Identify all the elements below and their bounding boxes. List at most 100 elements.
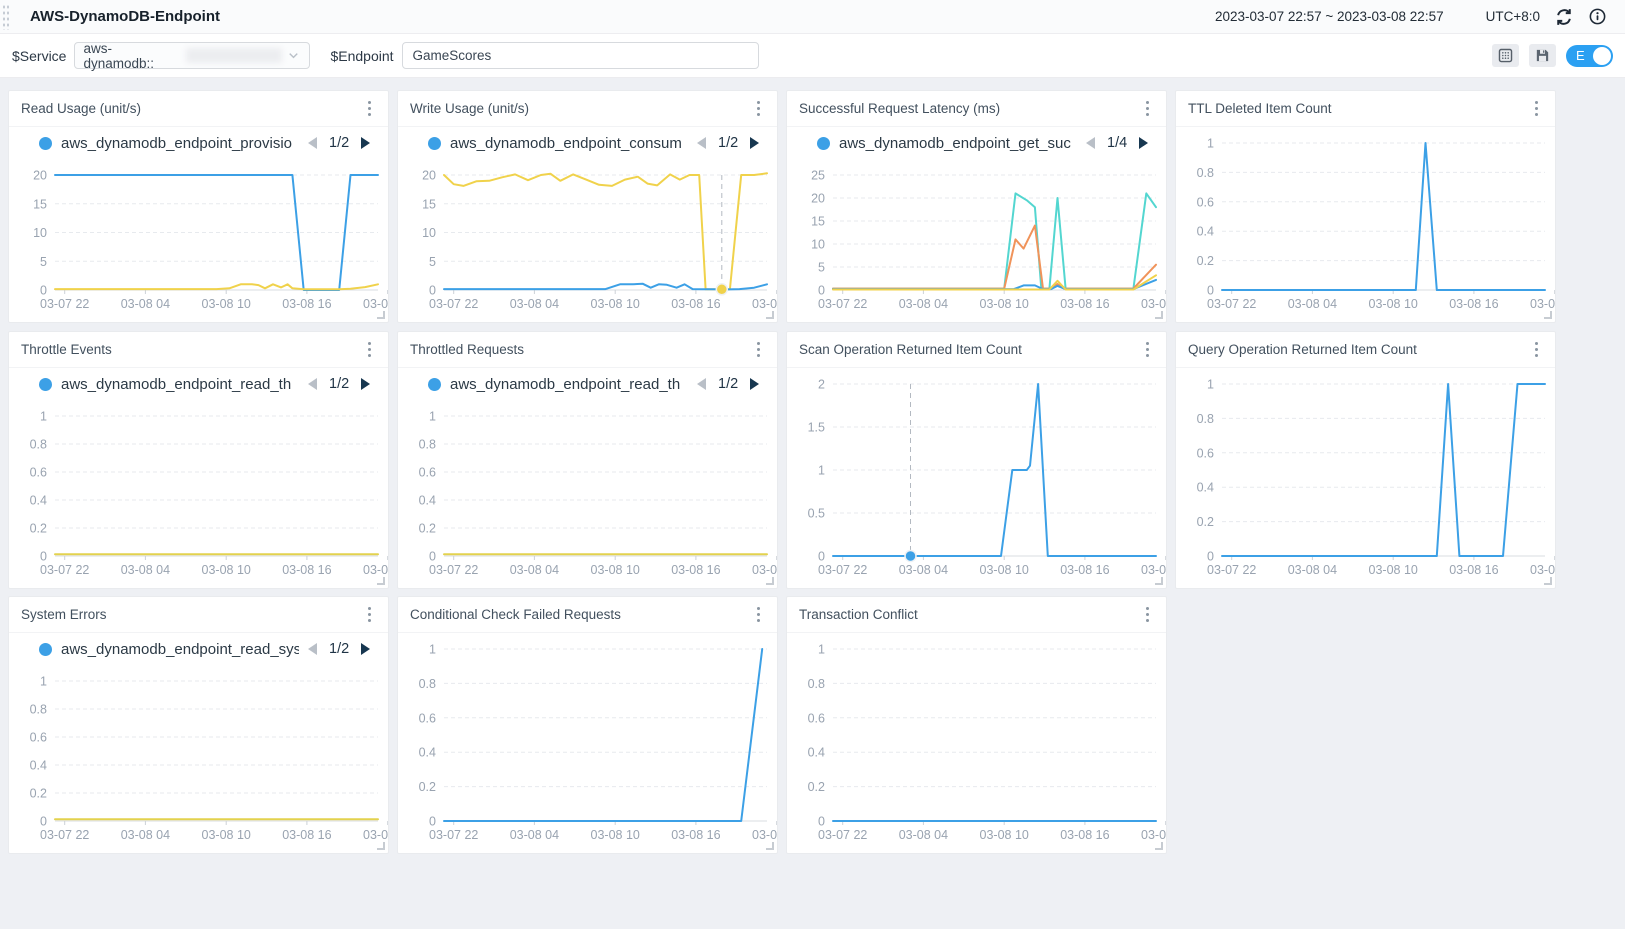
series-color-dot[interactable] bbox=[39, 377, 52, 391]
legend-prev-icon[interactable] bbox=[697, 137, 706, 149]
panel-legend: aws_dynamodb_endpoint_read_sys 1/2 bbox=[9, 633, 388, 665]
legend-next-icon[interactable] bbox=[361, 378, 371, 390]
timezone[interactable]: UTC+8:0 bbox=[1485, 9, 1540, 24]
svg-text:1.5: 1.5 bbox=[808, 421, 825, 435]
series-name[interactable]: aws_dynamodb_endpoint_get_suc bbox=[839, 134, 1071, 152]
svg-text:03-08 10: 03-08 10 bbox=[202, 828, 251, 842]
legend-prev-icon[interactable] bbox=[308, 137, 317, 149]
panel-resize-handle[interactable] bbox=[1544, 577, 1552, 585]
series-color-dot[interactable] bbox=[39, 136, 52, 150]
line-chart[interactable]: 0 5 10 15 20 25 03-07 22 03-08 04 03-08 10 03-08 … bbox=[787, 159, 1167, 323]
series-name[interactable]: aws_dynamodb_endpoint_read_th bbox=[61, 375, 292, 393]
legend-prev-icon[interactable] bbox=[308, 643, 317, 655]
svg-text:2: 2 bbox=[818, 378, 825, 392]
svg-text:0: 0 bbox=[818, 284, 825, 298]
panel-resize-handle[interactable] bbox=[1155, 577, 1163, 585]
panel-menu-kebab-icon[interactable] bbox=[752, 602, 765, 627]
line-chart[interactable]: 0 0.5 1 1.5 2 03-07 22 03-08 04 03-08 10 03-08 1… bbox=[787, 368, 1167, 589]
panel-resize-handle[interactable] bbox=[766, 577, 774, 585]
info-icon[interactable] bbox=[1588, 7, 1607, 26]
chart-panel: Write Usage (unit/s) aws_dynamodb_endpoi… bbox=[397, 90, 778, 323]
svg-text:03-08 04: 03-08 04 bbox=[510, 828, 559, 842]
panel-resize-handle[interactable] bbox=[766, 311, 774, 319]
time-range[interactable]: 2023-03-07 22:57 ~ 2023-03-08 22:57 bbox=[1215, 9, 1444, 24]
svg-text:5: 5 bbox=[40, 255, 47, 269]
svg-text:03-08 16: 03-08 16 bbox=[1449, 297, 1498, 311]
panel-resize-handle[interactable] bbox=[766, 842, 774, 850]
edit-mode-toggle[interactable]: E bbox=[1566, 44, 1613, 67]
legend-next-icon[interactable] bbox=[361, 137, 371, 149]
svg-text:10: 10 bbox=[33, 226, 47, 240]
redacted-value bbox=[186, 48, 283, 63]
svg-text:1: 1 bbox=[1207, 378, 1214, 392]
svg-text:0.8: 0.8 bbox=[1197, 412, 1214, 426]
panel-menu-kebab-icon[interactable] bbox=[1530, 337, 1543, 362]
endpoint-input[interactable]: GameScores bbox=[401, 42, 759, 69]
grid-view-button[interactable] bbox=[1492, 44, 1519, 67]
panel-menu-kebab-icon[interactable] bbox=[1141, 602, 1154, 627]
panel-resize-handle[interactable] bbox=[1544, 311, 1552, 319]
panel-menu-kebab-icon[interactable] bbox=[752, 337, 765, 362]
svg-text:0.6: 0.6 bbox=[1197, 446, 1214, 460]
legend-prev-icon[interactable] bbox=[1086, 137, 1095, 149]
panel-menu-kebab-icon[interactable] bbox=[1141, 96, 1154, 121]
panel-menu-kebab-icon[interactable] bbox=[1141, 337, 1154, 362]
panel-resize-handle[interactable] bbox=[377, 842, 385, 850]
panel-menu-kebab-icon[interactable] bbox=[1530, 96, 1543, 121]
legend-page-indicator: 1/4 bbox=[1107, 135, 1128, 151]
line-chart[interactable]: 0 0.2 0.4 0.6 0.8 1 03-07 22 03-08 04 03-08 10 03… bbox=[1176, 368, 1556, 589]
svg-text:0.4: 0.4 bbox=[30, 494, 47, 508]
line-chart[interactable]: 0 0.2 0.4 0.6 0.8 1 03-07 22 03-08 04 03-08 10 03… bbox=[9, 400, 389, 589]
legend-prev-icon[interactable] bbox=[697, 378, 706, 390]
series-name[interactable]: aws_dynamodb_endpoint_consum bbox=[450, 134, 682, 152]
service-value: aws-dynamodb:: bbox=[83, 40, 155, 71]
svg-text:03-08 10: 03-08 10 bbox=[591, 297, 640, 311]
svg-text:03-08 10: 03-08 10 bbox=[980, 828, 1029, 842]
svg-text:15: 15 bbox=[422, 197, 436, 211]
series-name[interactable]: aws_dynamodb_endpoint_provisio bbox=[61, 134, 292, 152]
line-chart[interactable]: 0 0.2 0.4 0.6 0.8 1 03-07 22 03-08 04 03-08 10 03… bbox=[1176, 127, 1556, 323]
line-chart[interactable]: 0 5 10 15 20 03-07 22 03-08 04 03-08 10 03-08 16… bbox=[9, 159, 389, 323]
series-name[interactable]: aws_dynamodb_endpoint_read_sys bbox=[61, 640, 299, 658]
drag-handle-icon[interactable] bbox=[2, 4, 9, 30]
series-color-dot[interactable] bbox=[39, 642, 52, 656]
panel-menu-kebab-icon[interactable] bbox=[363, 337, 376, 362]
svg-text:0.8: 0.8 bbox=[808, 677, 825, 691]
series-color-dot[interactable] bbox=[817, 136, 830, 150]
panel-menu-kebab-icon[interactable] bbox=[363, 96, 376, 121]
series-name[interactable]: aws_dynamodb_endpoint_read_th bbox=[450, 375, 681, 393]
panel-resize-handle[interactable] bbox=[377, 311, 385, 319]
svg-text:03-08 16: 03-08 16 bbox=[671, 297, 720, 311]
series-color-dot[interactable] bbox=[428, 377, 441, 391]
line-chart[interactable]: 0 0.2 0.4 0.6 0.8 1 03-07 22 03-08 04 03-08 10 03… bbox=[398, 633, 778, 854]
panel-resize-handle[interactable] bbox=[377, 577, 385, 585]
series-color-dot[interactable] bbox=[428, 136, 441, 150]
svg-text:0: 0 bbox=[1207, 550, 1214, 564]
legend-next-icon[interactable] bbox=[750, 378, 760, 390]
panel-resize-handle[interactable] bbox=[1155, 842, 1163, 850]
svg-text:0: 0 bbox=[429, 815, 436, 829]
chart-panel: Query Operation Returned Item Count 0 0.2… bbox=[1175, 331, 1556, 589]
svg-text:03-08 04: 03-08 04 bbox=[1288, 563, 1337, 577]
line-chart[interactable]: 0 5 10 15 20 03-07 22 03-08 04 03-08 10 03-08 16… bbox=[398, 159, 778, 323]
legend-next-icon[interactable] bbox=[1139, 137, 1149, 149]
panel-resize-handle[interactable] bbox=[1155, 311, 1163, 319]
refresh-icon[interactable] bbox=[1554, 7, 1574, 27]
service-select[interactable]: aws-dynamodb:: bbox=[74, 40, 311, 71]
svg-text:0.4: 0.4 bbox=[419, 746, 436, 760]
panel-menu-kebab-icon[interactable] bbox=[363, 602, 376, 627]
line-chart[interactable]: 0 0.2 0.4 0.6 0.8 1 03-07 22 03-08 04 03-08 10 03… bbox=[9, 665, 389, 854]
legend-prev-icon[interactable] bbox=[308, 378, 317, 390]
svg-text:0: 0 bbox=[818, 815, 825, 829]
chart-panel: Read Usage (unit/s) aws_dynamodb_endpoin… bbox=[8, 90, 389, 323]
save-button[interactable] bbox=[1529, 44, 1556, 67]
svg-text:0: 0 bbox=[40, 550, 47, 564]
line-chart[interactable]: 0 0.2 0.4 0.6 0.8 1 03-07 22 03-08 04 03-08 10 03… bbox=[398, 400, 778, 589]
panel-menu-kebab-icon[interactable] bbox=[752, 96, 765, 121]
line-chart[interactable]: 0 0.2 0.4 0.6 0.8 1 03-07 22 03-08 04 03-08 10 03… bbox=[787, 633, 1167, 854]
legend-next-icon[interactable] bbox=[750, 137, 760, 149]
panel-header: TTL Deleted Item Count bbox=[1176, 91, 1555, 127]
svg-text:03-07 22: 03-07 22 bbox=[1207, 297, 1256, 311]
legend-next-icon[interactable] bbox=[361, 643, 371, 655]
svg-text:0.4: 0.4 bbox=[30, 759, 47, 773]
